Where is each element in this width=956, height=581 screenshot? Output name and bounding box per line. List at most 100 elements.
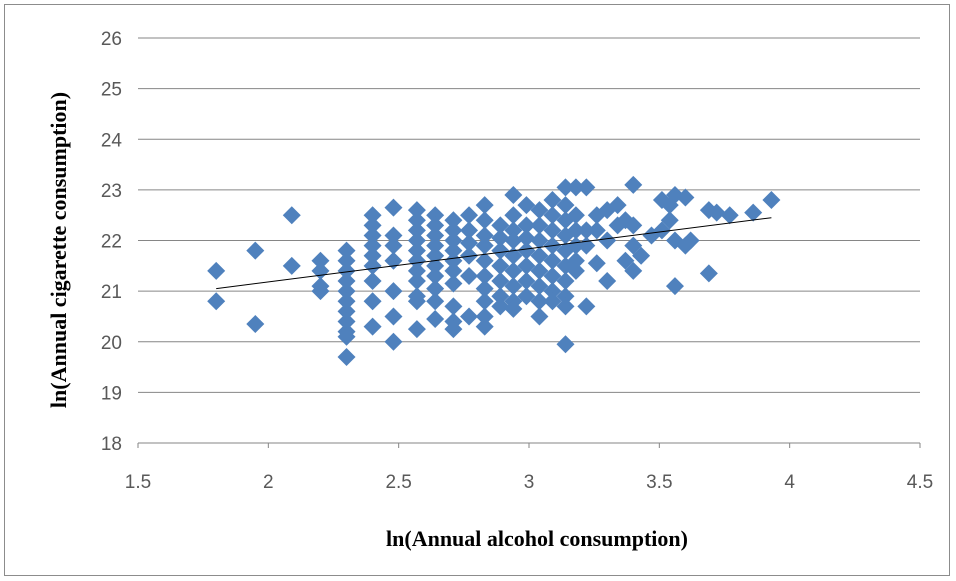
data-point [566,261,585,280]
data-point [543,221,562,240]
data-point [587,221,606,240]
x-axis-title: ln(Annual alcohol consumption) [386,526,688,551]
data-point [720,206,739,225]
x-tick-label: 3 [524,472,535,493]
data-point [282,206,301,225]
data-point [530,246,549,265]
data-point [444,297,463,316]
x-tick-label: 2 [263,472,274,493]
data-point [363,292,382,311]
data-point [699,264,718,283]
data-point [491,228,510,247]
data-point [517,287,536,306]
data-point [363,206,382,225]
data-point [384,282,403,301]
data-point [475,307,494,326]
data-point [556,272,575,290]
y-tick-label: 22 [101,232,122,253]
data-point [566,206,585,225]
data-point [444,274,463,293]
data-point [363,317,382,336]
data-point [407,241,426,260]
data-point [543,266,562,285]
data-point [566,178,585,197]
data-point [337,241,356,260]
data-point [207,292,226,311]
data-point [598,272,617,290]
data-point [426,226,445,245]
data-points [207,175,781,366]
data-point [337,282,356,301]
data-point [246,315,265,334]
data-point [543,206,562,225]
data-point [681,231,700,250]
data-point [744,203,763,222]
data-point [577,178,596,197]
data-point [504,231,523,250]
data-point [426,266,445,285]
data-point [363,236,382,255]
data-point [337,302,356,321]
data-point [530,201,549,220]
data-point [384,198,403,217]
data-point [363,256,382,275]
data-point [444,251,463,270]
data-point [407,261,426,280]
data-point [517,216,536,235]
data-point [577,221,596,240]
data-point [337,327,356,346]
data-point [384,307,403,326]
data-point [475,279,494,298]
data-point [517,228,536,247]
data-point [460,206,479,225]
data-point [475,236,494,255]
data-point [504,206,523,225]
data-point [426,279,445,298]
data-point [363,246,382,265]
data-point [556,178,575,197]
data-point [517,196,536,215]
data-point [624,175,643,194]
data-point [337,251,356,270]
data-point [660,211,679,230]
data-point [407,292,426,311]
data-point [475,317,494,336]
data-point [426,216,445,235]
data-point [407,272,426,290]
data-point [577,236,596,255]
data-point [624,216,643,235]
data-point [762,191,781,209]
data-point [632,246,651,265]
data-point [491,241,510,260]
x-axis-ticks: 1.5 2 2.5 3 3.5 4 4.5 [125,443,933,493]
data-point [444,320,463,339]
data-point [363,226,382,245]
data-point [207,261,226,280]
x-tick-label: 3.5 [646,472,672,493]
data-point [556,297,575,316]
data-point [311,251,330,270]
data-point [608,196,627,215]
y-axis-title: ln(Annual cigarette consumption) [46,92,71,408]
data-point [665,277,684,296]
data-point [530,307,549,326]
data-point [543,251,562,270]
y-tick-label: 18 [101,434,122,455]
data-point [707,203,726,222]
data-point [384,236,403,255]
y-tick-label: 21 [101,282,122,303]
data-point [491,256,510,275]
x-tick-label: 4.5 [907,472,933,493]
y-tick-label: 25 [101,80,122,101]
data-point [444,231,463,250]
data-point [282,256,301,275]
data-point [556,287,575,306]
data-point [530,292,549,311]
data-point [504,299,523,318]
data-point [556,196,575,215]
data-point [530,216,549,235]
data-point [384,226,403,245]
data-point [475,251,494,270]
data-point [491,272,510,290]
chart-frame [4,4,950,576]
